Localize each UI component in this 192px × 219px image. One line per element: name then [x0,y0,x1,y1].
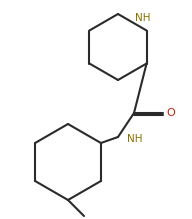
Text: NH: NH [135,13,151,23]
Text: O: O [167,108,175,118]
Text: NH: NH [127,134,142,144]
